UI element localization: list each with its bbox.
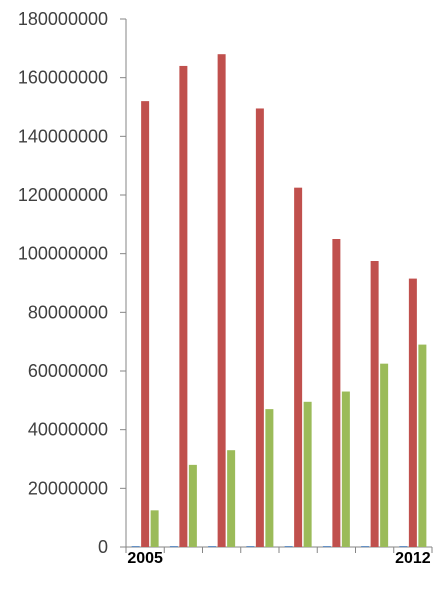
bar-series-0-2011 (361, 546, 370, 548)
bar-series-2-2005 (150, 510, 159, 547)
y-tick-label: 100000000 (18, 244, 108, 264)
chart-bars (131, 54, 427, 548)
bar-series-1-2008 (255, 108, 264, 547)
x-tick-label: 2005 (127, 550, 163, 567)
x-axis-ticks: 2005 2012 (127, 550, 430, 567)
bar-series-1-2012 (408, 278, 417, 547)
y-tick-label: 60000000 (28, 361, 108, 381)
bar-series-2-2011 (380, 363, 389, 547)
bar-series-0-2008 (246, 546, 255, 548)
bar-series-0-2009 (284, 546, 293, 548)
bar-series-0-2006 (169, 546, 178, 548)
bar-series-2-2008 (265, 409, 274, 547)
y-tick-label: 0 (98, 537, 108, 557)
bar-series-1-2011 (370, 261, 379, 547)
y-tick-label: 160000000 (18, 68, 108, 88)
bar-series-2-2006 (188, 464, 197, 547)
y-tick-label: 180000000 (18, 9, 108, 29)
bar-series-0-2012 (399, 546, 408, 548)
bar-series-2-2010 (341, 391, 350, 547)
y-axis-ticks: 0 20000000 40000000 60000000 80000000 1000000… (18, 9, 126, 557)
bar-series-2-2007 (227, 450, 236, 547)
bar-series-1-2007 (217, 54, 226, 547)
bar-series-1-2006 (179, 65, 188, 547)
y-tick-label: 140000000 (18, 126, 108, 146)
bar-series-0-2005 (131, 546, 140, 548)
bar-series-2-2009 (303, 401, 312, 547)
y-tick-label: 80000000 (28, 302, 108, 322)
y-tick-label: 20000000 (28, 478, 108, 498)
bar-series-0-2007 (208, 546, 217, 548)
bar-series-1-2010 (332, 239, 341, 547)
bar-series-1-2009 (294, 187, 303, 547)
x-tick-label: 2012 (395, 550, 431, 567)
y-tick-label: 40000000 (28, 420, 108, 440)
bar-series-1-2005 (141, 101, 150, 547)
y-tick-label: 120000000 (18, 185, 108, 205)
bar-series-0-2010 (322, 546, 331, 548)
bar-series-2-2012 (418, 344, 427, 547)
